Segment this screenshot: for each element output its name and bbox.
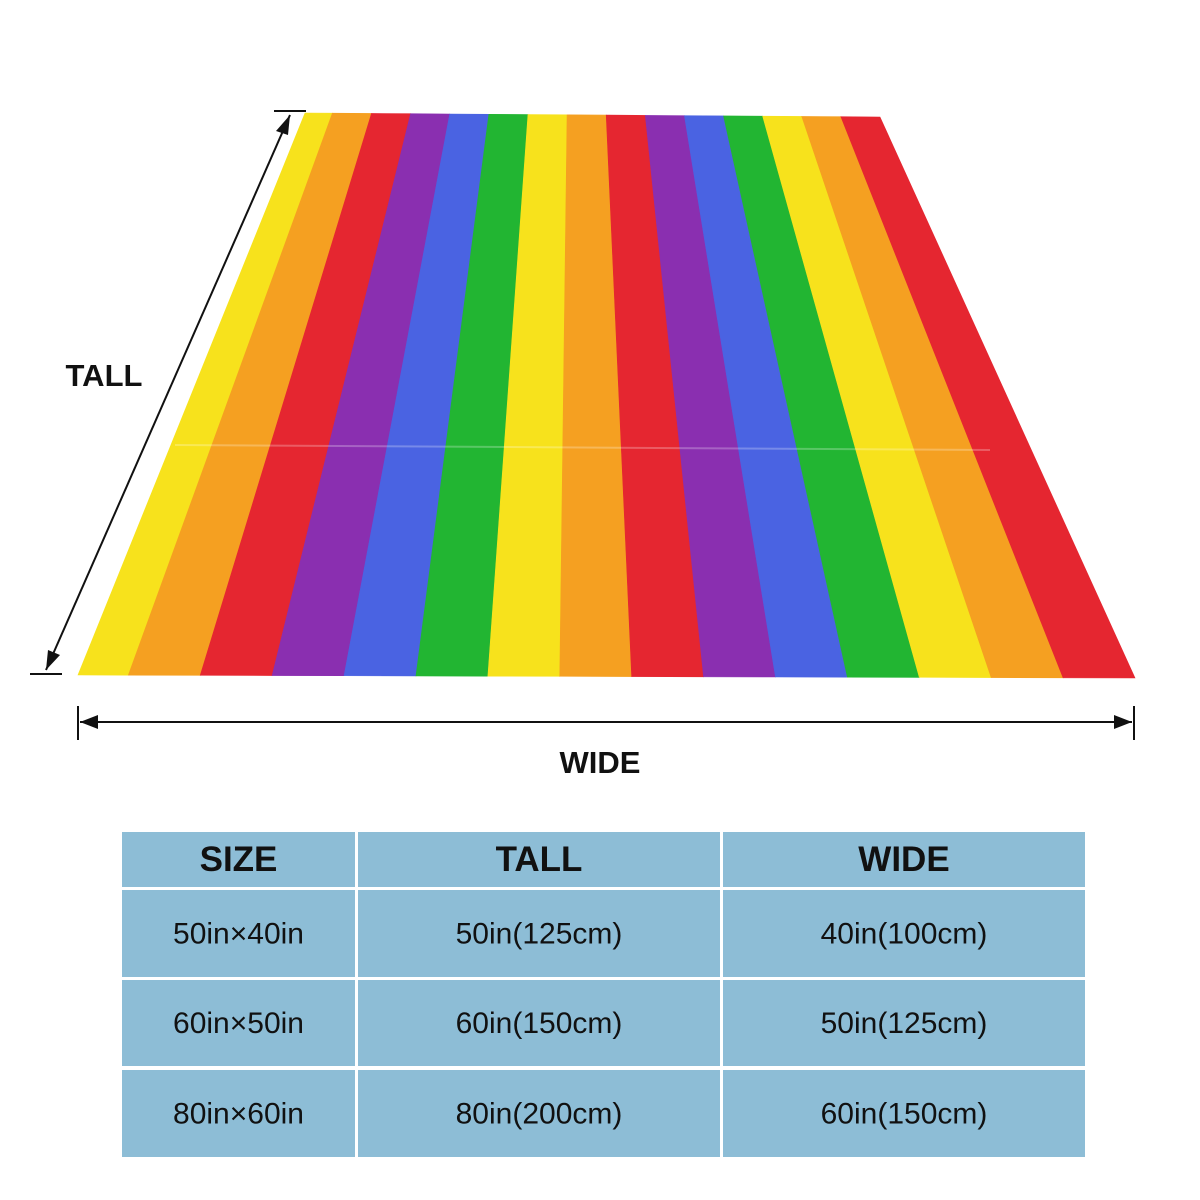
tall-label: TALL <box>66 358 143 393</box>
table-cell-bg <box>358 980 720 1066</box>
table-cell: 60in(150cm) <box>456 1007 623 1040</box>
table-header: TALL <box>496 840 583 879</box>
table-cell-bg <box>122 832 355 887</box>
table-cell-bg <box>358 832 720 887</box>
fold <box>174 444 991 451</box>
table-cell-bg <box>723 890 1085 977</box>
wide-arrow <box>77 706 1135 740</box>
table-cell-bg <box>122 1070 355 1157</box>
size-table: SIZE TALL WIDE 50in×40in 50in(125cm) 40in(100… <box>122 832 1085 1157</box>
table-cell: 60in×50in <box>173 1007 304 1040</box>
table-cell-bg <box>358 1070 720 1157</box>
table-cell-bg <box>723 832 1085 887</box>
table-header: WIDE <box>858 840 949 879</box>
table-cell: 80in(200cm) <box>456 1097 623 1130</box>
table-cell-bg <box>122 890 355 977</box>
table-cell: 50in(125cm) <box>821 1007 988 1040</box>
table-cell: 50in×40in <box>173 917 304 950</box>
table-cell: 40in(100cm) <box>821 917 988 950</box>
stripe <box>840 116 1136 679</box>
table-cell-bg <box>122 980 355 1066</box>
table-cell: 60in(150cm) <box>821 1097 988 1130</box>
table-cell-bg <box>358 890 720 977</box>
table-cell: 80in×60in <box>173 1097 304 1130</box>
tall-arrow <box>30 110 306 675</box>
wide-label: WIDE <box>560 745 641 780</box>
table-cell-bg <box>723 980 1085 1066</box>
table-cell: 50in(125cm) <box>456 917 623 950</box>
blanket <box>77 112 1136 679</box>
table-cell-bg <box>723 1070 1085 1157</box>
table-header: SIZE <box>200 840 278 879</box>
